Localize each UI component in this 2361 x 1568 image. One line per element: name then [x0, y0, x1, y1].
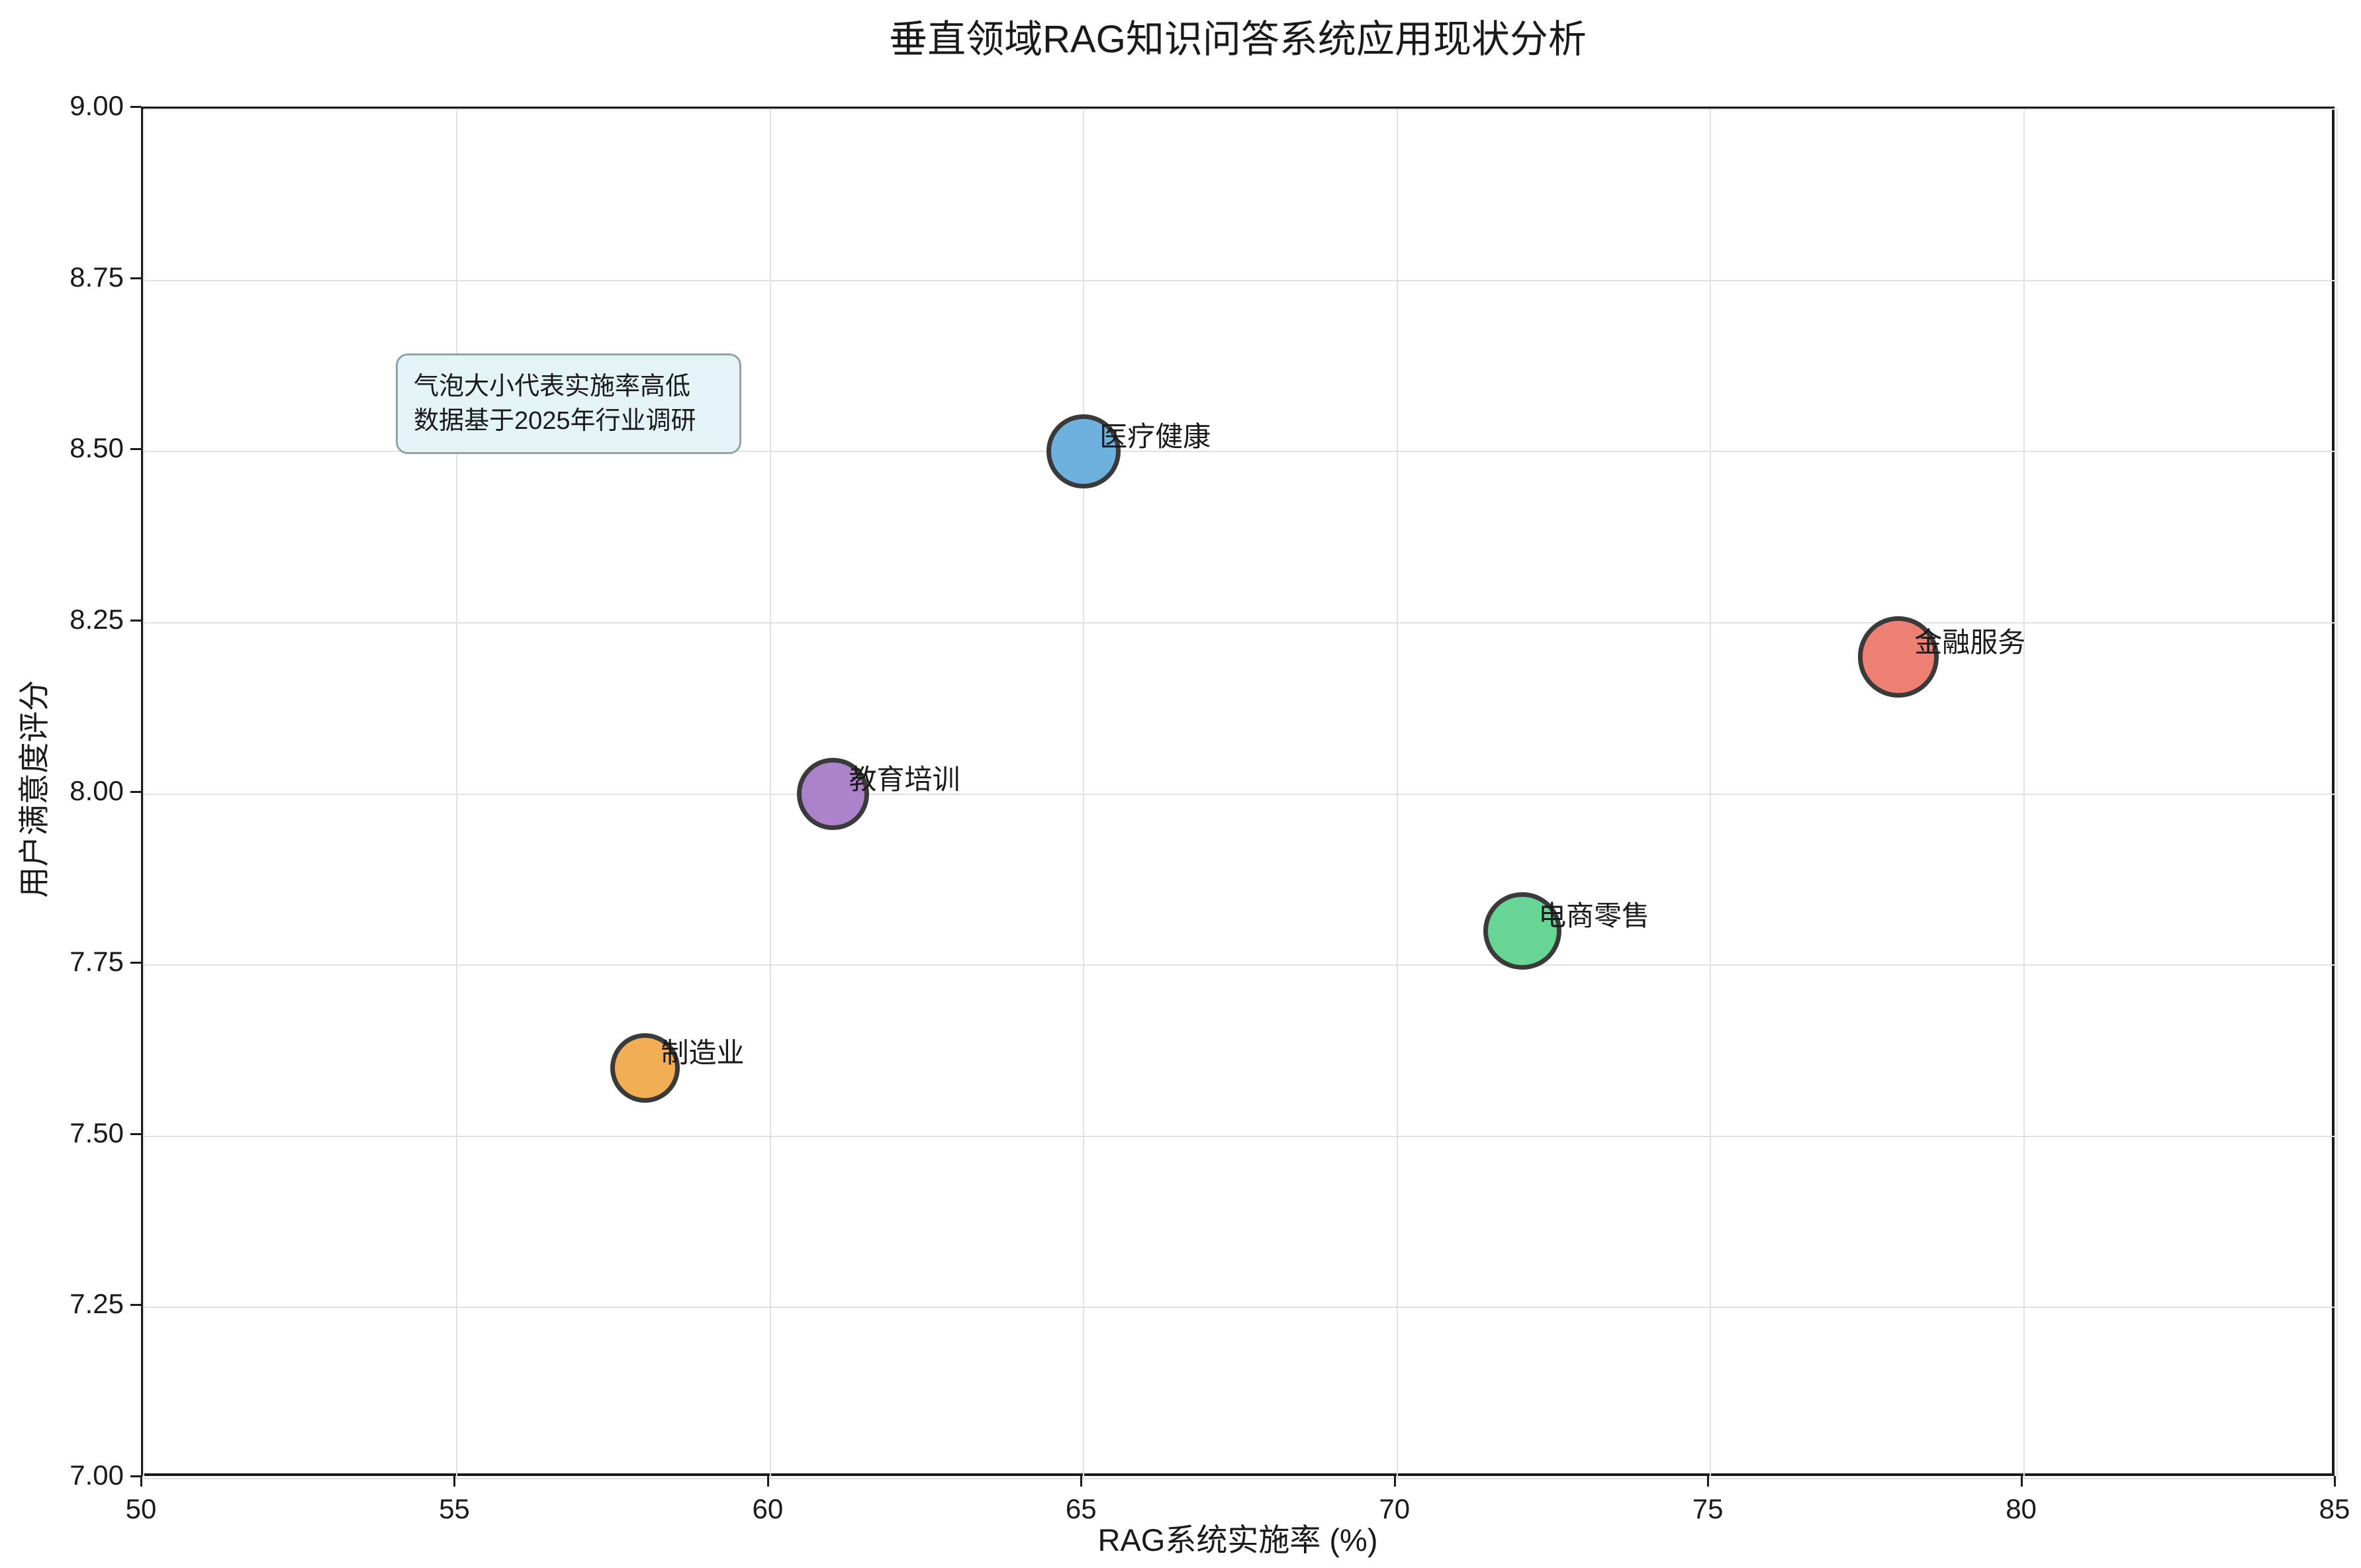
y-tick-label-8.25: 8.25	[69, 603, 124, 635]
gridline-y-7.75	[144, 964, 2337, 966]
chart-title: 垂直领域RAG知识问答系统应用现状分析	[889, 18, 1587, 61]
gridline-x-85	[2337, 109, 2338, 1479]
y-tick-7.25	[130, 1304, 141, 1307]
y-tick-label-9.00: 9.00	[69, 90, 124, 121]
gridline-y-8.25	[144, 622, 2337, 623]
gridline-y-8.00	[144, 793, 2337, 795]
gridline-y-8.50	[144, 451, 2337, 453]
y-tick-label-7.75: 7.75	[69, 946, 124, 978]
plot-area: 医疗健康金融服务教育培训电商零售制造业 气泡大小代表实施率高低 数据基于2025…	[141, 107, 2338, 1479]
bubble-label-1: 金融服务	[1914, 626, 2026, 658]
x-tick-label-55: 55	[439, 1493, 470, 1524]
x-tick-label-65: 65	[1065, 1493, 1097, 1524]
x-tick-80	[2020, 1476, 2023, 1487]
x-tick-label-80: 80	[2006, 1493, 2037, 1524]
y-tick-label-7.50: 7.50	[69, 1117, 124, 1148]
bubble-label-3: 电商零售	[1538, 900, 1650, 932]
annotation-line-1: 气泡大小代表实施率高低	[414, 373, 691, 400]
y-tick-8.00	[130, 790, 141, 793]
y-tick-7.50	[130, 1132, 141, 1135]
x-tick-label-70: 70	[1379, 1493, 1411, 1524]
x-tick-70	[1393, 1476, 1396, 1487]
x-tick-label-85: 85	[2319, 1493, 2350, 1524]
y-tick-7.00	[130, 1475, 141, 1477]
x-tick-75	[1707, 1476, 1710, 1487]
annotation-box: 气泡大小代表实施率高低 数据基于2025年行业调研	[396, 353, 741, 454]
x-tick-label-75: 75	[1692, 1493, 1724, 1524]
x-axis-label: RAG系统实施率 (%)	[1097, 1522, 1378, 1557]
gridline-y-7.25	[144, 1307, 2337, 1309]
x-tick-60	[766, 1476, 769, 1487]
bubble-0	[1046, 414, 1121, 489]
x-tick-65	[1080, 1476, 1083, 1487]
y-tick-label-8.50: 8.50	[69, 432, 124, 464]
bubble-3	[1483, 892, 1561, 970]
bubble-label-0: 医疗健康	[1099, 421, 1211, 453]
y-tick-7.75	[130, 962, 141, 964]
gridline-y-9.00	[144, 109, 2337, 110]
gridline-y-7.50	[144, 1135, 2337, 1137]
annotation-line-2: 数据基于2025年行业调研	[414, 407, 696, 435]
bubble-4	[610, 1033, 680, 1103]
bubble-label-2: 教育培训	[849, 763, 960, 795]
y-tick-8.50	[130, 448, 141, 451]
y-tick-label-8.75: 8.75	[69, 261, 124, 293]
y-tick-label-8.00: 8.00	[69, 774, 124, 806]
x-tick-85	[2334, 1476, 2336, 1487]
x-tick-label-50: 50	[125, 1493, 157, 1524]
x-tick-55	[453, 1476, 456, 1487]
gridline-y-8.75	[144, 279, 2337, 281]
x-tick-label-60: 60	[752, 1493, 784, 1524]
y-axis-label: 用户满意度评分	[17, 680, 52, 898]
x-tick-50	[140, 1476, 142, 1487]
y-tick-label-7.00: 7.00	[69, 1459, 124, 1491]
bubble-label-4: 制造业	[661, 1037, 745, 1069]
y-tick-9.00	[130, 106, 141, 108]
y-tick-8.25	[130, 619, 141, 622]
bubble-1	[1857, 616, 1939, 698]
y-tick-8.75	[130, 277, 141, 279]
bubble-2	[797, 758, 869, 830]
y-tick-label-7.25: 7.25	[69, 1288, 124, 1320]
gridline-y-7.00	[144, 1478, 2337, 1479]
